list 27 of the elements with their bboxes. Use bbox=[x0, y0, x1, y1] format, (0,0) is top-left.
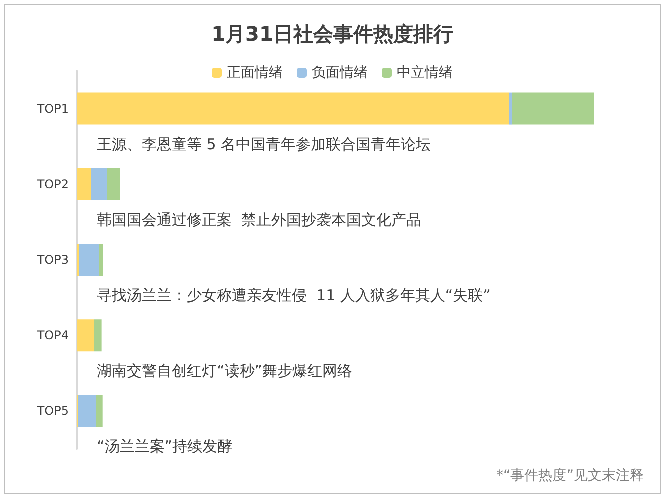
bar bbox=[91, 168, 108, 200]
bar bbox=[108, 168, 120, 200]
legend-label: 负面情绪 bbox=[312, 65, 368, 81]
bar bbox=[99, 244, 104, 276]
y-tick-label: TOP2 bbox=[36, 177, 69, 192]
bar bbox=[78, 395, 96, 428]
bar bbox=[77, 320, 94, 352]
legend-label: 中立情绪 bbox=[397, 65, 453, 81]
bar bbox=[77, 92, 510, 125]
bar bbox=[94, 320, 102, 352]
legend-label: 正面情绪 bbox=[227, 65, 283, 81]
bar bbox=[79, 244, 100, 276]
annotation: “汤兰兰案”持续发酵 bbox=[97, 438, 233, 456]
annotation: 韩国国会通过修正案 禁止外国抄袭本国文化产品 bbox=[97, 210, 422, 229]
annotation: 寻找汤兰兰：少女称遭亲友性侵 11 人入狱多年其人“失联” bbox=[97, 286, 491, 304]
y-tick-label: TOP5 bbox=[36, 404, 69, 418]
y-tick-label: TOP4 bbox=[36, 328, 69, 343]
y-tick-label: TOP1 bbox=[36, 102, 69, 116]
text: *“事件热度”见文末注释 bbox=[496, 468, 644, 484]
bar bbox=[512, 92, 594, 125]
chart-title: 1月31日社会事件热度排行 bbox=[212, 22, 454, 46]
annotation: 王源、李恩童等 5 名中国青年参加联合国青年论坛 bbox=[97, 135, 432, 154]
bar bbox=[96, 395, 103, 428]
y-tick-label: TOP3 bbox=[36, 253, 69, 267]
bar bbox=[509, 92, 512, 125]
annotation: 湖南交警自创红灯“读秒”舞步爆红网络 bbox=[97, 362, 353, 380]
bar bbox=[77, 168, 92, 200]
